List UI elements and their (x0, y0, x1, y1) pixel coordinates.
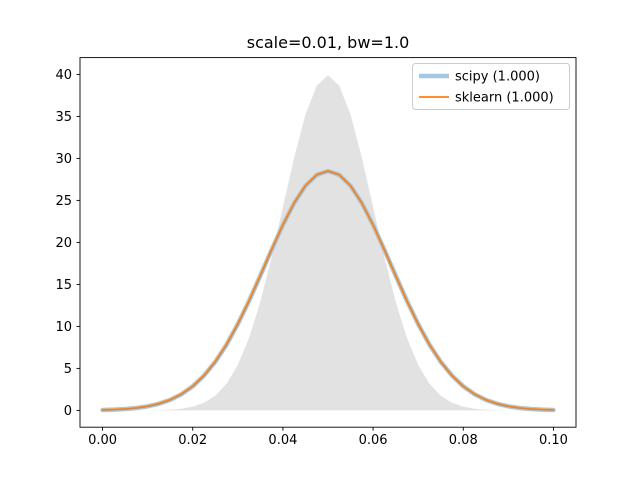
y-tick-label: 0 (64, 404, 72, 419)
x-tick-label: 0.06 (359, 433, 388, 448)
plot-area: 0.00 0.02 0.04 0.06 0.08 0.10 0 5 10 15 20 25 30 35 40 (55, 57, 577, 448)
legend-item-sklearn: sklearn (1.000) (419, 91, 554, 106)
y-tick-label: 30 (55, 152, 72, 167)
ticks-group: 0.00 0.02 0.04 0.06 0.08 0.10 0 5 10 15 20 25 30 35 40 (55, 68, 567, 448)
y-tick-label: 5 (64, 362, 72, 377)
chart-title: scale=0.01, bw=1.0 (247, 33, 410, 52)
series-group (100, 75, 556, 413)
x-tick-label: 0.04 (268, 433, 297, 448)
x-tick-label: 0.00 (88, 433, 117, 448)
x-tick-label: 0.08 (449, 433, 478, 448)
series-true-density (102, 75, 554, 411)
series-sklearn-1-000 (101, 170, 555, 411)
y-tick-label: 35 (55, 110, 72, 125)
legend-label-scipy: scipy (1.000) (455, 70, 540, 85)
y-tick-label: 10 (55, 320, 72, 335)
legend-label-sklearn: sklearn (1.000) (455, 91, 554, 106)
y-tick-label: 40 (55, 68, 72, 83)
y-tick-label: 15 (55, 278, 72, 293)
y-tick-label: 25 (55, 194, 72, 209)
legend-frame (412, 63, 570, 110)
y-tick-label: 20 (55, 236, 72, 251)
legend: scipy (1.000) sklearn (1.000) (412, 63, 570, 110)
x-tick-label: 0.02 (178, 433, 207, 448)
legend-item-scipy: scipy (1.000) (419, 70, 540, 85)
x-tick-label: 0.10 (539, 433, 568, 448)
